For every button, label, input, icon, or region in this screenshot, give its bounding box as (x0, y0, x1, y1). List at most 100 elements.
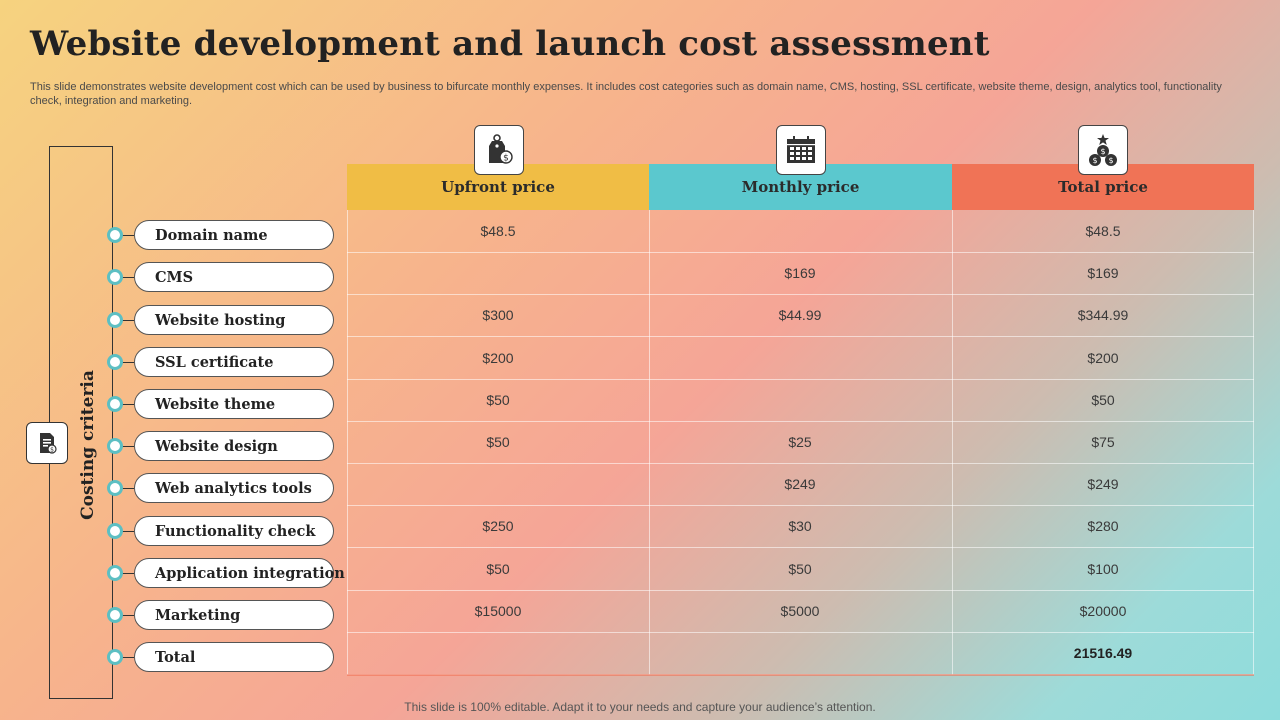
timeline-dot (107, 269, 123, 285)
table-row: $48.5 $48.5 (347, 210, 1254, 253)
table-row: $15000 $5000 $20000 (347, 590, 1254, 633)
timeline-dot (107, 565, 123, 581)
table-row: $250 $30 $280 (347, 505, 1254, 548)
grid-line (649, 210, 650, 675)
table-bottom-border (347, 674, 1254, 676)
cell-upfront (347, 632, 649, 674)
costing-criteria-label: Costing criteria (78, 370, 98, 520)
cell-upfront: $50 (486, 392, 510, 408)
criteria-pill: Application integration (134, 558, 345, 588)
cell-total: $48.5 (1085, 223, 1121, 239)
page-title: Website development and launch cost asse… (30, 24, 990, 64)
cell-total: $100 (1087, 561, 1119, 577)
criteria-connector (114, 531, 134, 532)
cell-total: $75 (1091, 434, 1115, 450)
criteria-pill: Website design (134, 431, 334, 461)
criteria-pill: Website theme (134, 389, 334, 419)
cell-monthly: $30 (788, 518, 812, 534)
cell-upfront: $48.5 (480, 223, 516, 239)
cell-upfront: $15000 (474, 603, 522, 619)
svg-text:$: $ (50, 447, 54, 454)
cell-total: $20000 (1079, 603, 1127, 619)
svg-text:$: $ (1100, 147, 1105, 156)
timeline-dot (107, 396, 123, 412)
timeline-dot (107, 480, 123, 496)
cell-total: $50 (1091, 392, 1115, 408)
criteria-pill: SSL certificate (134, 347, 334, 377)
criteria-connector (114, 277, 134, 278)
timeline-dot (107, 354, 123, 370)
column-header-label: Upfront price (441, 178, 555, 196)
cell-monthly (649, 632, 951, 674)
criteria-pill: Web analytics tools (134, 473, 334, 503)
criteria-label: Application integration (155, 564, 345, 582)
criteria-label: Web analytics tools (155, 479, 312, 497)
cell-monthly (649, 337, 951, 379)
grid-line (347, 210, 348, 675)
table-row: $50 $50 (347, 379, 1254, 422)
grid-line (1253, 210, 1254, 675)
cell-total: $280 (1087, 518, 1119, 534)
cell-monthly: $5000 (780, 603, 820, 619)
price-tag-dollar-icon: $ (474, 125, 524, 175)
criteria-label: Functionality check (155, 522, 316, 540)
criteria-connector (114, 362, 134, 363)
timeline-dot (107, 523, 123, 539)
money-bags-icon: $ $ $ (1078, 125, 1128, 175)
criteria-label: Website theme (155, 395, 276, 413)
column-header-label: Total price (1058, 178, 1148, 196)
criteria-label: SSL certificate (155, 353, 274, 371)
cell-monthly (649, 210, 951, 252)
cell-upfront: $200 (482, 350, 514, 366)
cell-monthly: $249 (784, 476, 816, 492)
timeline-dot (107, 227, 123, 243)
timeline-dot (107, 607, 123, 623)
cell-upfront: $300 (482, 307, 514, 323)
criteria-connector (114, 404, 134, 405)
table-row: $249 $249 (347, 463, 1254, 506)
criteria-label: Website hosting (155, 311, 286, 329)
criteria-connector (114, 235, 134, 236)
cell-total: $344.99 (1077, 307, 1129, 323)
page-subtitle: This slide demonstrates website developm… (30, 81, 1222, 107)
cell-monthly: $25 (788, 434, 812, 450)
svg-text:$: $ (1092, 156, 1097, 165)
table-row: $50 $50 $100 (347, 548, 1254, 591)
table-row: $169 $169 (347, 252, 1254, 295)
cell-monthly (649, 379, 951, 421)
criteria-label: Website design (155, 437, 278, 455)
cell-upfront: $50 (486, 561, 510, 577)
criteria-connector (114, 657, 134, 658)
criteria-connector (114, 320, 134, 321)
criteria-pill: Website hosting (134, 305, 334, 335)
cell-total: 21516.49 (1073, 645, 1133, 661)
criteria-label: Domain name (155, 226, 268, 244)
timeline-dot (107, 312, 123, 328)
criteria-pill: Total (134, 642, 334, 672)
cell-upfront: $250 (482, 518, 514, 534)
column-header-label: Monthly price (741, 178, 860, 196)
criteria-connector (114, 573, 134, 574)
criteria-connector (114, 615, 134, 616)
table-row: $200 $200 (347, 337, 1254, 380)
criteria-pill: Marketing (134, 600, 334, 630)
criteria-pill: Functionality check (134, 516, 334, 546)
criteria-connector (114, 488, 134, 489)
criteria-label: Marketing (155, 606, 241, 624)
criteria-pill: CMS (134, 262, 334, 292)
grid-line (952, 210, 953, 675)
timeline-dot (107, 649, 123, 665)
criteria-label: Total (155, 648, 196, 666)
cell-total: $169 (1087, 265, 1119, 281)
cell-upfront (347, 252, 649, 294)
svg-text:$: $ (1108, 156, 1113, 165)
footer-note: This slide is 100% editable. Adapt it to… (404, 700, 876, 714)
cell-monthly: $50 (788, 561, 812, 577)
calendar-icon (776, 125, 826, 175)
cell-upfront (347, 463, 649, 505)
criteria-label: CMS (155, 268, 194, 286)
cell-monthly: $44.99 (778, 307, 822, 323)
cell-upfront: $50 (486, 434, 510, 450)
table-row: $50 $25 $75 (347, 421, 1254, 464)
criteria-pill: Domain name (134, 220, 334, 250)
